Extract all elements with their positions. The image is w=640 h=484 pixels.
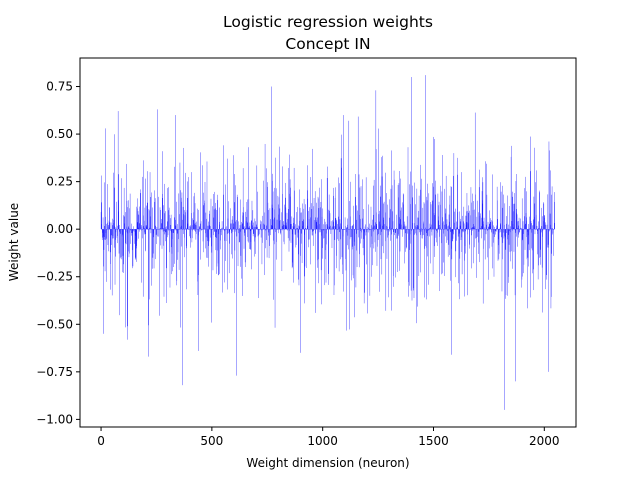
- y-tick-label: −1.00: [36, 412, 73, 426]
- y-tick-label: 0.75: [46, 80, 73, 94]
- y-tick-label: 0.25: [46, 175, 73, 189]
- y-tick-label: −0.50: [36, 317, 73, 331]
- y-axis-label: Weight value: [7, 203, 21, 281]
- x-tick-label: 1000: [307, 434, 338, 448]
- x-tick-label: 2000: [529, 434, 560, 448]
- x-tick-label: 1500: [418, 434, 449, 448]
- x-tick-label: 0: [97, 434, 105, 448]
- y-tick-label: −0.25: [36, 270, 73, 284]
- x-axis-label: Weight dimension (neuron): [246, 456, 409, 470]
- y-tick-label: 0.00: [46, 222, 73, 236]
- y-tick-label: −0.75: [36, 365, 73, 379]
- chart-title: Logistic regression weights: [223, 13, 433, 31]
- x-tick-label: 500: [200, 434, 223, 448]
- chart-subtitle: Concept IN: [285, 35, 370, 53]
- y-tick-label: 0.50: [46, 127, 73, 141]
